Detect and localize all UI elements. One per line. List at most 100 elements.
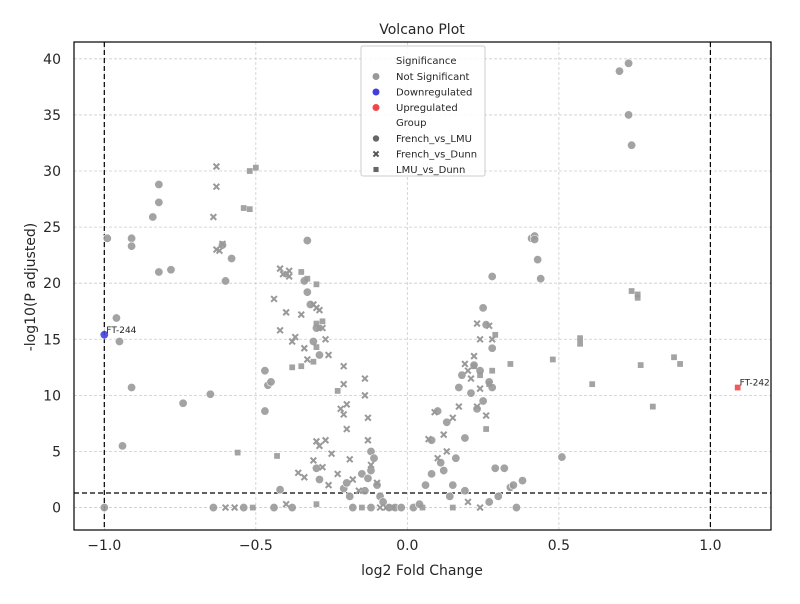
data-point	[478, 303, 488, 313]
data-point	[487, 343, 497, 353]
data-point	[419, 504, 426, 511]
data-point	[359, 504, 365, 511]
y-ticks: 0 5 10 15 20 25 30 35 40	[43, 52, 61, 517]
y-tick-label: 35	[43, 108, 61, 124]
y-axis-label: -log10(P adjusted)	[23, 223, 39, 352]
x-tick-label: 0.0	[396, 538, 418, 554]
data-point	[302, 287, 312, 297]
data-point	[454, 383, 464, 393]
data-point	[337, 405, 345, 413]
data-point	[148, 212, 158, 222]
data-point	[346, 455, 354, 463]
data-point	[373, 479, 381, 487]
data-point	[367, 461, 375, 469]
data-point	[345, 491, 355, 501]
data-point	[127, 241, 137, 251]
data-point	[355, 487, 363, 495]
data-point	[436, 458, 446, 468]
data-point	[533, 255, 543, 265]
data-point	[376, 503, 384, 512]
data-point	[274, 453, 280, 459]
data-point	[209, 213, 217, 221]
x-tick-label: −0.5	[239, 538, 273, 554]
data-point	[99, 503, 109, 513]
data-point	[260, 406, 270, 416]
data-point	[461, 360, 469, 368]
data-point	[300, 344, 308, 352]
y-tick-label: 0	[52, 501, 61, 517]
data-point	[315, 442, 324, 450]
data-point	[298, 363, 305, 370]
data-point	[252, 164, 259, 171]
data-point	[218, 240, 227, 248]
data-point	[499, 463, 509, 473]
x-tick-label: 1.0	[699, 538, 721, 554]
data-point	[421, 480, 431, 490]
point-annotation: FT-244	[106, 326, 136, 336]
data-point	[624, 110, 634, 120]
data-point	[276, 265, 284, 273]
data-point	[221, 503, 230, 512]
data-point	[300, 473, 308, 481]
data-point	[212, 162, 221, 171]
data-point	[677, 361, 683, 367]
data-point	[366, 503, 376, 513]
data-point	[249, 504, 256, 511]
data-point	[484, 497, 494, 507]
data-point	[303, 355, 311, 364]
data-point	[102, 233, 112, 243]
data-point	[443, 447, 451, 456]
data-point	[111, 313, 121, 323]
data-point	[549, 356, 556, 363]
data-point	[313, 281, 320, 288]
data-point	[493, 491, 503, 501]
data-point	[166, 265, 176, 275]
data-point	[302, 236, 312, 246]
legend-label: French_vs_LMU	[396, 134, 472, 145]
data-point	[649, 403, 656, 410]
data-point	[490, 463, 500, 473]
legend-box	[360, 45, 486, 177]
data-point	[471, 363, 477, 370]
data-point	[476, 385, 484, 393]
data-point	[319, 318, 326, 325]
data-point	[451, 453, 461, 463]
data-point	[340, 362, 348, 370]
y-tick-label: 20	[43, 276, 61, 292]
data-point	[363, 473, 373, 483]
data-points	[99, 58, 741, 513]
data-point	[734, 384, 741, 391]
data-point	[227, 254, 237, 264]
data-point	[240, 205, 247, 211]
data-point	[457, 370, 467, 380]
data-point	[361, 374, 369, 383]
data-point	[239, 503, 249, 513]
data-point	[275, 485, 285, 495]
data-point	[378, 497, 388, 507]
annotations: FT-244 FT-242	[106, 326, 769, 389]
x-axis-label: log2 Fold Change	[361, 563, 483, 579]
data-point	[389, 504, 396, 511]
data-point	[473, 403, 481, 411]
legend-marker	[373, 166, 379, 173]
data-point	[297, 311, 305, 319]
grid	[74, 42, 771, 530]
data-point	[212, 183, 221, 191]
y-tick-label: 5	[52, 444, 61, 460]
data-point	[318, 463, 327, 471]
data-point	[294, 469, 302, 477]
data-point	[427, 469, 437, 479]
data-point	[449, 414, 457, 422]
data-point	[442, 417, 452, 427]
data-point	[464, 367, 472, 375]
data-point	[117, 441, 127, 451]
data-point	[634, 291, 641, 298]
threshold-lines	[74, 42, 771, 530]
data-point	[434, 454, 442, 462]
x-tick-label: 0.5	[548, 538, 570, 554]
y-tick-label: 30	[43, 164, 61, 180]
data-point	[489, 367, 496, 374]
data-point	[357, 469, 367, 479]
data-point	[671, 354, 677, 361]
